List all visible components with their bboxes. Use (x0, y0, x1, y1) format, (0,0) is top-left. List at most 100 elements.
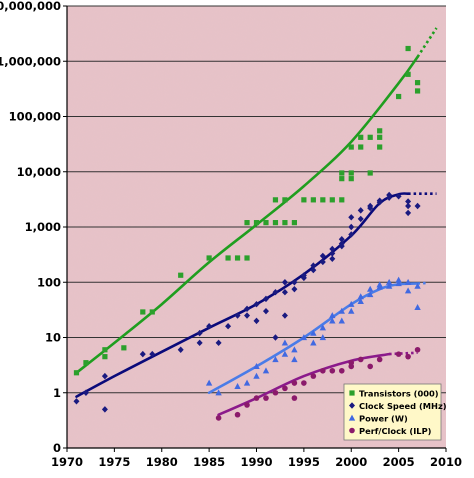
data-point (310, 262, 317, 269)
data-point (357, 298, 364, 305)
trend-line-3 (217, 352, 391, 416)
data-point (405, 71, 411, 77)
data-point (395, 193, 402, 200)
x-tick-label: 2000 (335, 455, 367, 469)
legend-label: Power (W) (359, 414, 408, 424)
data-point (367, 285, 374, 292)
data-point (348, 144, 354, 150)
data-point (291, 285, 298, 293)
data-point (282, 385, 288, 392)
data-point (82, 389, 89, 396)
data-point (149, 350, 156, 358)
data-point (262, 295, 269, 303)
data-point (244, 255, 250, 261)
data-point (253, 362, 260, 369)
data-point (414, 202, 421, 210)
data-point (300, 274, 307, 282)
gridlines (67, 5, 446, 394)
data-point (253, 372, 260, 379)
data-point (291, 380, 298, 386)
data-point (310, 373, 317, 379)
data-point (272, 197, 279, 203)
data-point (272, 389, 279, 396)
data-point (348, 170, 354, 176)
data-point (101, 372, 108, 380)
y-tick-label: 100,000 (9, 110, 61, 124)
data-point (358, 134, 364, 140)
data-point (358, 144, 364, 150)
data-point (376, 356, 383, 363)
data-point (206, 255, 212, 261)
y-tick-label: 10,000 (17, 165, 61, 179)
data-point (310, 329, 317, 336)
data-point (338, 317, 345, 324)
legend-label: Transistors (000) (359, 389, 439, 399)
data-point (206, 323, 213, 330)
data-point (225, 255, 231, 261)
data-point (101, 406, 108, 413)
data-point (272, 334, 279, 341)
data-point (215, 389, 222, 396)
data-point (319, 334, 327, 341)
data-point (291, 346, 298, 353)
data-point (253, 220, 260, 226)
data-point (272, 220, 279, 226)
data-point (348, 214, 355, 221)
data-point (196, 339, 203, 347)
data-point (414, 346, 421, 353)
trend-projection-2 (417, 281, 428, 285)
data-point (395, 276, 402, 283)
legend: Transistors (000) Clock Speed (MHz) Power … (343, 383, 447, 441)
data-point (281, 289, 288, 296)
data-point (300, 334, 308, 341)
data-point (367, 170, 373, 176)
legend-label: Perf/Clock (ILP) (359, 426, 432, 436)
data-point (329, 317, 336, 324)
y-tick-label: 1 (53, 386, 61, 400)
data-point (262, 307, 269, 315)
legend-box (343, 383, 442, 441)
data-point (414, 80, 421, 86)
data-point (281, 312, 288, 319)
legend-marker (349, 427, 355, 434)
data-point (102, 354, 108, 360)
data-point (348, 223, 355, 231)
data-point (405, 353, 411, 360)
series-1 (73, 191, 437, 413)
data-point (243, 379, 251, 386)
data-point (73, 370, 80, 376)
data-point (253, 317, 260, 325)
data-point (405, 202, 412, 210)
data-point (234, 411, 241, 418)
data-point (348, 307, 355, 314)
data-point (348, 359, 355, 366)
data-point (404, 287, 412, 294)
legend-marker (349, 390, 355, 396)
data-point (395, 351, 402, 357)
data-point (367, 204, 374, 212)
data-point (291, 395, 298, 401)
data-point (310, 266, 317, 274)
data-point (263, 220, 269, 226)
data-point (310, 339, 317, 346)
data-point (414, 88, 421, 94)
data-point (281, 350, 289, 357)
data-point (376, 281, 383, 288)
data-point (291, 220, 297, 226)
trend-projection-3 (389, 351, 418, 356)
data-point (339, 176, 345, 182)
data-point (253, 395, 260, 401)
x-tick-label: 2005 (383, 455, 415, 469)
data-point (348, 300, 355, 307)
data-point (83, 360, 89, 366)
data-point (329, 367, 336, 374)
data-point (319, 258, 326, 266)
data-point (310, 197, 316, 203)
x-tick-label: 1970 (51, 455, 83, 469)
x-tick-label: 1980 (146, 455, 178, 469)
data-point (357, 207, 364, 214)
data-point (244, 312, 251, 319)
data-point (339, 170, 345, 176)
data-point (367, 363, 374, 370)
